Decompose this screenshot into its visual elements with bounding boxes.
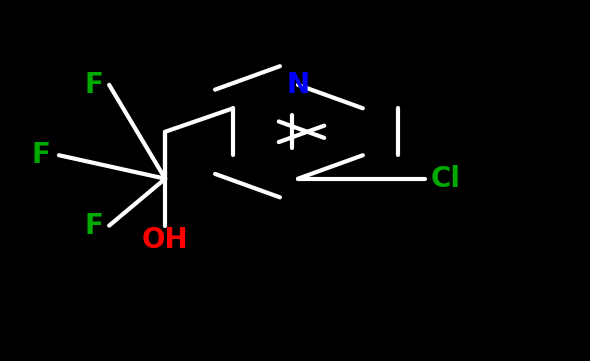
Text: F: F xyxy=(84,71,103,99)
Text: OH: OH xyxy=(142,226,189,254)
Text: N: N xyxy=(286,71,310,99)
Text: Cl: Cl xyxy=(431,165,461,193)
Text: F: F xyxy=(84,212,103,240)
Text: F: F xyxy=(31,141,50,169)
